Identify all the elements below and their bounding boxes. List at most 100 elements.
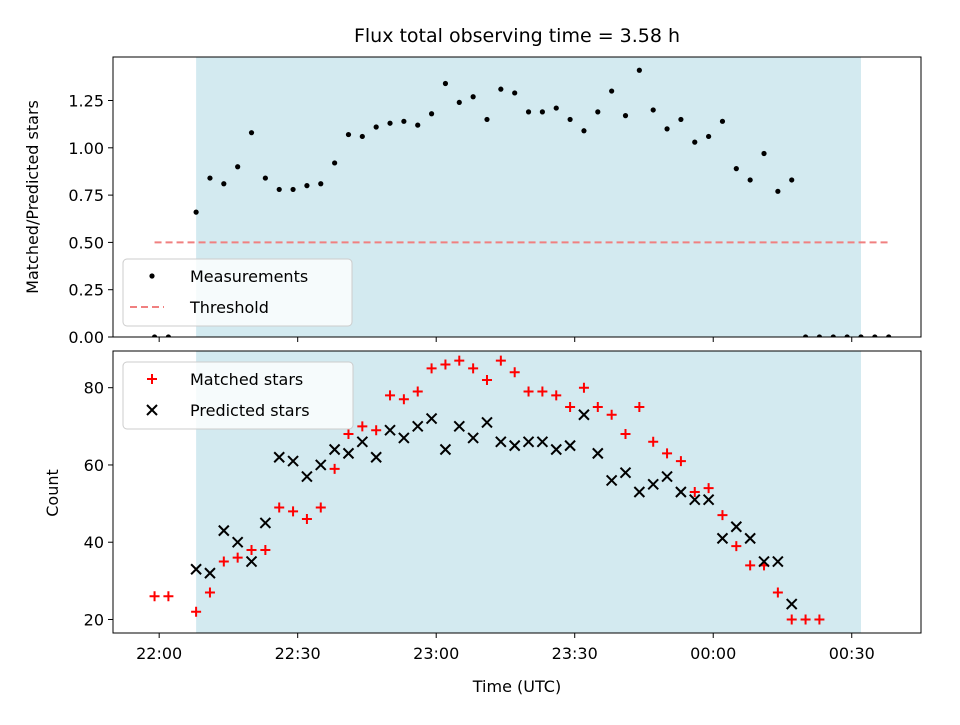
y-tick-label: 20	[84, 610, 104, 629]
predicted-stars-point	[439, 443, 452, 456]
matched-stars-point	[371, 425, 382, 436]
measurements-point	[830, 334, 836, 337]
x-tick-label: 22:30	[275, 644, 321, 663]
measurements-point	[886, 334, 892, 337]
y-tick-label: 0.50	[68, 233, 104, 252]
matched-stars-point	[301, 514, 312, 525]
predicted-stars-point	[716, 532, 729, 545]
measurements-point	[484, 116, 490, 123]
measurements-point	[359, 133, 365, 140]
measurements-point	[345, 131, 352, 138]
predicted-stars-point	[661, 470, 673, 483]
predicted-stars-point	[758, 555, 770, 568]
predicted-stars-point	[550, 443, 562, 456]
predicted-stars-point	[204, 567, 216, 579]
matched-stars-point	[800, 614, 811, 625]
legend-box	[122, 258, 353, 327]
measurements-point	[470, 94, 476, 100]
matched-stars-point	[163, 591, 174, 602]
measurements-point	[622, 113, 629, 119]
predicted-stars-point	[412, 420, 424, 433]
predicted-stars-point	[231, 536, 244, 548]
measurements-point	[387, 120, 393, 126]
measurements-point	[692, 139, 698, 145]
predicted-stars-point	[259, 517, 272, 529]
measurements-point	[595, 109, 601, 115]
measurements-point	[816, 334, 823, 337]
predicted-stars-point	[301, 470, 313, 483]
matched-stars-point	[565, 402, 576, 413]
matched-stars-point	[828, 692, 838, 702]
measurements-point	[706, 133, 712, 140]
measurements-point	[789, 177, 795, 183]
measurements-point	[802, 334, 809, 337]
matched-stars-point	[495, 355, 506, 366]
measurements-point	[151, 334, 158, 337]
legend-label: Matched stars	[190, 370, 303, 389]
predicted-stars-point	[398, 432, 410, 444]
matched-stars-point	[343, 429, 354, 440]
y-tick-label: 0.75	[68, 186, 104, 205]
x-tick-label: 00:00	[690, 644, 736, 663]
matched-stars-point	[856, 692, 866, 702]
measurements-point	[678, 116, 684, 123]
measurements-point	[276, 186, 282, 193]
predicted-stars-point	[619, 466, 632, 479]
matched-stars-point	[675, 456, 686, 467]
legend-label: Predicted stars	[190, 401, 310, 420]
measurements-point	[373, 124, 379, 130]
predicted-stars-point	[702, 494, 715, 506]
predicted-stars-point	[356, 436, 369, 448]
plot-area	[149, 355, 880, 702]
measurements-point	[165, 334, 172, 337]
predicted-stars-point	[384, 424, 396, 436]
y-tick-label: 1.00	[68, 139, 104, 158]
predicted-stars-point	[315, 459, 327, 471]
x-axis-title: Time (UTC)	[472, 677, 561, 696]
matched-stars-point	[260, 544, 271, 555]
measurements-point	[650, 107, 656, 113]
predicted-stars-point	[578, 409, 590, 421]
predicted-stars-point	[772, 555, 784, 568]
matched-stars-point	[288, 506, 299, 517]
matched-stars-point	[772, 587, 783, 598]
matched-stars-point	[509, 367, 520, 378]
matched-stars-point	[440, 359, 451, 370]
x-tick-label: 22:00	[136, 644, 182, 663]
predicted-stars-point	[508, 439, 521, 452]
matched-stars-point	[551, 390, 562, 401]
matched-stars-point	[620, 429, 631, 440]
matched-stars-point	[454, 355, 465, 366]
matched-stars-point	[246, 544, 257, 555]
predicted-stars-point	[370, 451, 382, 463]
matched-stars-point	[329, 463, 340, 474]
matched-stars-point	[218, 556, 229, 567]
y-tick-label: 40	[84, 533, 104, 552]
matched-stars-point	[232, 552, 243, 563]
measurements-point	[428, 111, 435, 117]
predicted-stars-point	[328, 443, 341, 456]
measurements-point	[193, 209, 199, 215]
matched-stars-point	[523, 386, 534, 397]
matched-stars-point	[412, 386, 423, 397]
matched-stars-point	[578, 382, 589, 393]
measurements-point	[844, 334, 850, 337]
measurements-point	[456, 99, 462, 106]
measurements-point	[318, 181, 324, 187]
predicted-stars-point	[245, 555, 258, 568]
matched-stars-point	[592, 402, 603, 413]
measurements-point	[553, 105, 559, 111]
matched-stars-point	[870, 692, 880, 702]
top-y-axis-title: Matched/Predicted stars	[23, 100, 42, 294]
measurements-point	[609, 88, 615, 94]
predicted-stars-point	[536, 436, 549, 448]
chart-title: Flux total observing time = 3.58 h	[354, 25, 680, 47]
y-tick-label: 80	[84, 379, 104, 398]
y-tick-label: 0.25	[68, 281, 104, 300]
predicted-stars-point	[495, 436, 507, 448]
legend-box	[122, 361, 354, 430]
matched-stars-point	[426, 363, 437, 374]
legend: Matched stars Predicted stars	[122, 361, 354, 430]
measurements-point	[664, 126, 670, 132]
measurements-point	[498, 86, 504, 92]
